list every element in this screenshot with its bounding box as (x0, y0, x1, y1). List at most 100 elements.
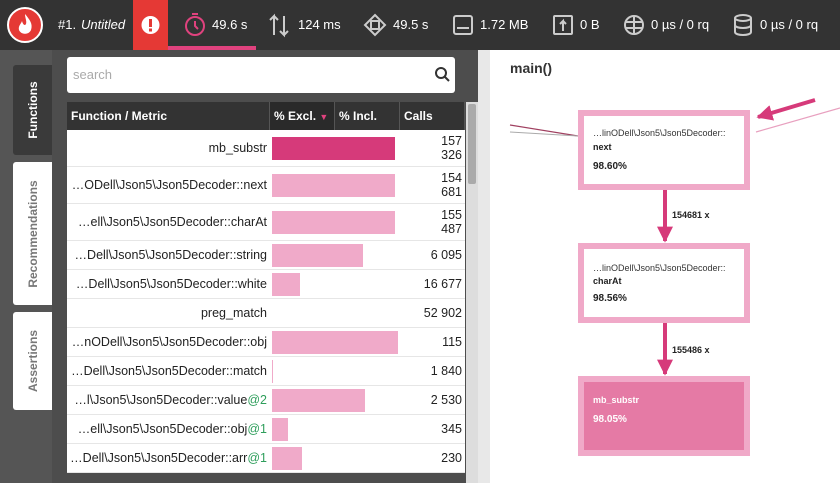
function-cell: …l\Json5\Json5Decoder::value@2 (67, 393, 270, 407)
function-cell: …nODell\Json5\Json5Decoder::obj (67, 335, 270, 349)
metric-cell (270, 444, 400, 472)
excl-bar (272, 174, 396, 197)
calls-cell: 1 840 (400, 360, 465, 382)
table-row[interactable]: …ell\Json5\Json5Decoder::obj@1 345 (67, 415, 465, 444)
function-name: …l\Json5\Json5Decoder::value (74, 393, 248, 407)
functions-panel: search Function / Metric % Excl. ▼ % Inc… (52, 50, 478, 483)
edge-label: 154681 x (672, 210, 710, 220)
metric-wall-time[interactable]: 49.6 s (212, 17, 248, 32)
metric-cell (270, 270, 400, 298)
excl-bar (272, 418, 289, 441)
calls-cell: 345 (400, 418, 465, 440)
table-row[interactable]: …ODell\Json5\Json5Decoder::next 154 681 (67, 167, 465, 204)
edge (509, 131, 579, 137)
calls-cell: 230 (400, 447, 465, 469)
excl-bar (272, 244, 363, 267)
table-row[interactable]: preg_match 52 902 (67, 299, 465, 328)
metric-cell (270, 357, 400, 385)
call-graph: main() …linODell\Json5\Json5Decoder:: ne… (509, 60, 840, 456)
column-header[interactable]: Calls (400, 102, 465, 130)
metric-io[interactable]: 124 ms (298, 17, 341, 32)
column-header[interactable]: Function / Metric (67, 102, 270, 130)
calls-value: 115 (442, 335, 462, 349)
search-input[interactable]: search (67, 57, 455, 93)
function-cell: …Dell\Json5\Json5Decoder::white (67, 277, 270, 291)
function-name: …nODell\Json5\Json5Decoder::obj (71, 335, 267, 349)
calls-cell: 157 326 (400, 130, 465, 166)
function-name: …ell\Json5\Json5Decoder::charAt (78, 215, 267, 229)
table-row[interactable]: …Dell\Json5\Json5Decoder::white 16 677 (67, 270, 465, 299)
edge (756, 98, 816, 121)
calls-value: 154 681 (441, 171, 462, 199)
table-row[interactable]: …nODell\Json5\Json5Decoder::obj 115 (67, 328, 465, 357)
function-cell: …Dell\Json5\Json5Decoder::string (67, 248, 270, 262)
node-name: mb_substr (593, 395, 640, 405)
function-name: …ODell\Json5\Json5Decoder::next (71, 178, 267, 192)
splitter[interactable] (478, 50, 490, 483)
table-body: mb_substr 157 326 …ODell\Json5\Json5Decode… (67, 130, 465, 473)
node-name: charAt (593, 276, 622, 286)
excl-bar (272, 360, 274, 383)
metric-cell (270, 208, 400, 236)
node-percent: 98.60% (593, 161, 627, 172)
metric-peak-memory[interactable]: 0 B (580, 17, 600, 32)
function-table: Function / Metric % Excl. ▼ % Incl. Call… (67, 102, 465, 473)
function-cell: …ODell\Json5\Json5Decoder::next (67, 178, 270, 192)
calls-value: 157 326 (441, 134, 462, 162)
table-row[interactable]: …Dell\Json5\Json5Decoder::arr@1 230 (67, 444, 465, 473)
tab[interactable]: Functions (13, 65, 52, 155)
table-row[interactable]: …l\Json5\Json5Decoder::value@2 2 530 (67, 386, 465, 415)
tab[interactable]: Assertions (13, 312, 52, 410)
excl-bar (272, 137, 396, 160)
column-header[interactable]: % Excl. ▼ (270, 102, 335, 130)
node-percent: 98.05% (593, 414, 627, 425)
calls-value: 52 902 (423, 306, 462, 320)
calls-cell: 115 (400, 331, 465, 353)
node-percent: 98.56% (593, 293, 627, 304)
alert-button[interactable] (133, 0, 168, 50)
calls-cell: 155 487 (400, 204, 465, 240)
metric-memory[interactable]: 1.72 MB (480, 17, 529, 32)
calls-value: 230 (441, 451, 462, 465)
function-cell: …Dell\Json5\Json5Decoder::match (67, 364, 270, 378)
table-row[interactable]: …Dell\Json5\Json5Decoder::match 1 840 (67, 357, 465, 386)
metric-network[interactable]: 0 µs / 0 rq (651, 17, 710, 32)
metric-cell (270, 241, 400, 269)
calls-cell: 16 677 (400, 273, 465, 295)
column-label: % Excl. (274, 109, 317, 123)
toolbar: #1. Untitled 49.6 s 124 ms 49.5 s 1.72 M… (0, 0, 840, 50)
node[interactable] (578, 243, 750, 323)
tab-label: Recommendations (25, 179, 40, 288)
calls-value: 1 840 (430, 364, 462, 378)
function-name: …ell\Json5\Json5Decoder::obj (77, 422, 248, 436)
active-indicator (168, 46, 256, 50)
logo[interactable] (6, 6, 44, 44)
metric-sql[interactable]: 0 µs / 0 rq (760, 17, 819, 32)
function-cell: …Dell\Json5\Json5Decoder::arr@1 (67, 451, 270, 465)
calls-cell: 154 681 (400, 167, 465, 203)
function-suffix: @2 (247, 393, 267, 407)
node[interactable] (578, 110, 750, 190)
function-cell: …ell\Json5\Json5Decoder::charAt (67, 215, 270, 229)
search-icon[interactable] (429, 57, 455, 93)
function-name: …Dell\Json5\Json5Decoder::white (75, 277, 267, 291)
function-cell: preg_match (67, 306, 270, 320)
tab[interactable]: Recommendations (13, 162, 52, 305)
table-row[interactable]: …Dell\Json5\Json5Decoder::string 6 095 (67, 241, 465, 270)
function-name: preg_match (200, 306, 267, 320)
excl-bar (272, 273, 300, 296)
edge (755, 107, 840, 133)
function-suffix: @1 (247, 451, 267, 465)
table-row[interactable]: …ell\Json5\Json5Decoder::charAt 155 487 (67, 204, 465, 241)
tab-label: Functions (25, 81, 40, 139)
node-namespace: …linODell\Json5\Json5Decoder:: (593, 263, 726, 273)
scrollbar[interactable] (466, 102, 478, 483)
node[interactable] (578, 376, 750, 456)
column-header[interactable]: % Incl. (335, 102, 400, 130)
function-name: …Dell\Json5\Json5Decoder::match (71, 364, 267, 378)
node-name: next (593, 142, 612, 152)
profile-name[interactable]: Untitled (81, 17, 126, 32)
metric-cpu[interactable]: 49.5 s (393, 17, 429, 32)
table-row[interactable]: mb_substr 157 326 (67, 130, 465, 167)
